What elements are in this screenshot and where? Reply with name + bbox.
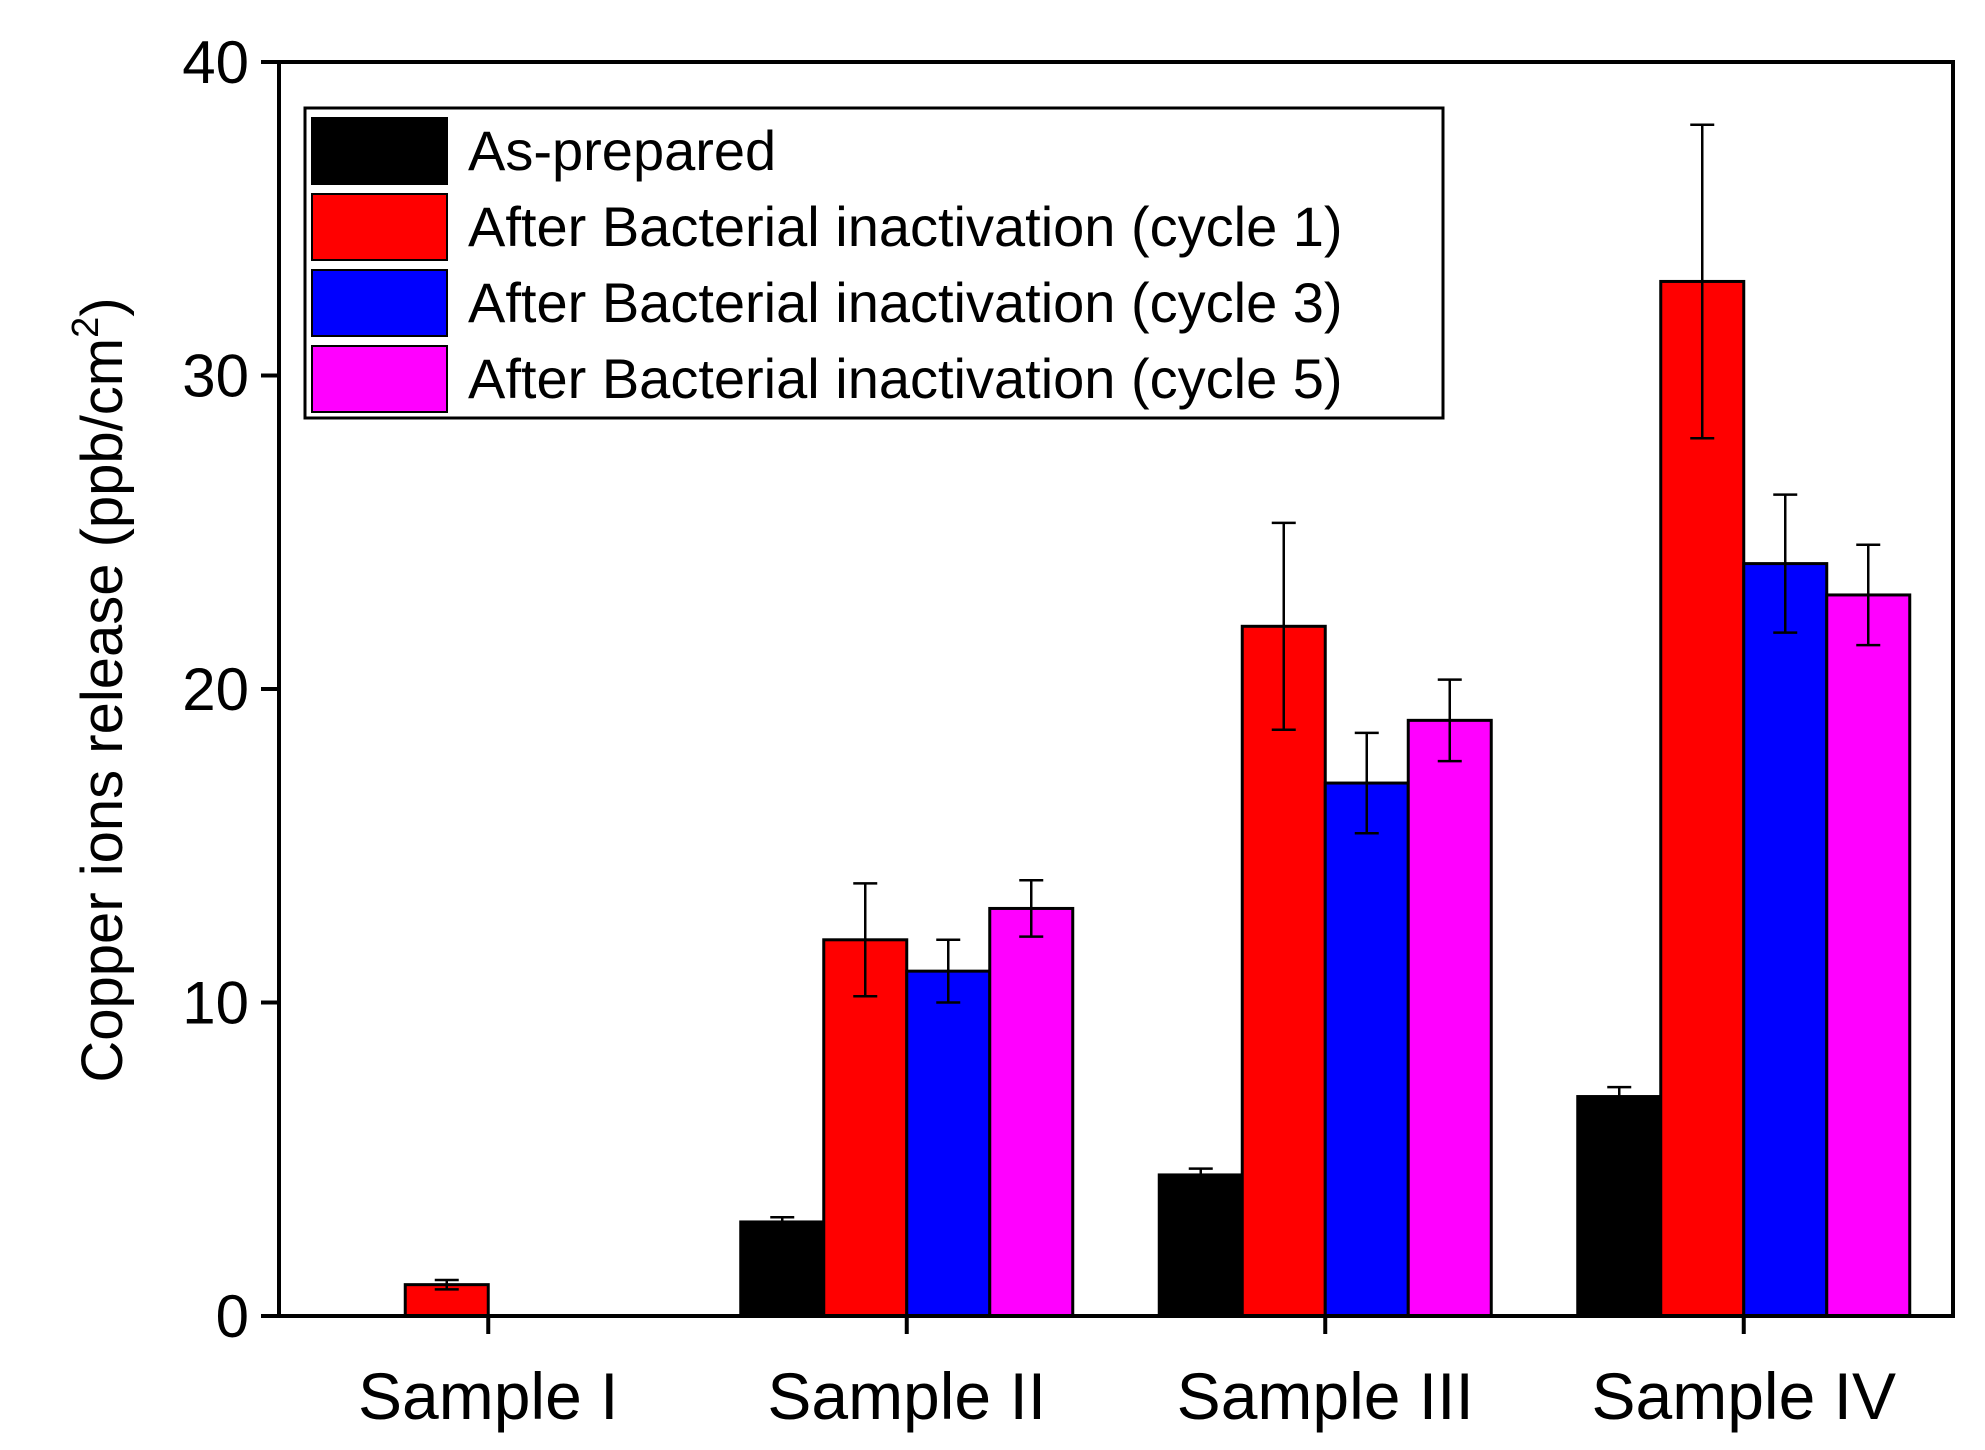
error-bar-after-bacterial-inactivation-cycle-5-sample-ii [1019,878,1044,938]
legend-swatch-cycle-5 [311,345,448,413]
error-bar-as-prepared-sample-ii [770,1215,795,1228]
y-tick-label: 40 [182,29,249,96]
x-tick-label-sample-i: Sample I [358,1359,618,1433]
x-tick-label-sample-iii: Sample III [1177,1359,1474,1433]
bar-as-prepared-sample-iv [1576,1095,1663,1318]
error-bar-after-bacterial-inactivation-cycle-3-sample-ii [936,938,961,1004]
bar-after-bacterial-inactivation-cycle-3-sample-ii [905,969,992,1318]
error-bars-group [434,123,1881,1291]
bar-after-bacterial-inactivation-cycle-5-sample-iv [1825,593,1912,1318]
legend-swatch-cycle-1 [311,193,448,261]
y-axis-title-close: ) [70,297,135,316]
error-bar-after-bacterial-inactivation-cycle-1-sample-iv [1690,123,1715,440]
y-axis-title-superscript: 2 [65,317,107,338]
legend-swatch-cycle-3 [311,269,448,337]
error-bar-after-bacterial-inactivation-cycle-5-sample-iii [1437,678,1462,763]
y-tick-label: 30 [182,343,249,410]
error-bar-as-prepared-sample-iv [1607,1085,1632,1108]
x-axis-ticks: Sample I Sample II Sample III Sample IV [358,1316,1896,1433]
legend-swatch-as-prepared [311,117,448,185]
plot-frame [277,60,1955,1318]
x-tick-label-sample-ii: Sample II [767,1359,1046,1433]
y-axis-title-main: Copper ions release (ppb/cm [70,338,135,1083]
error-bar-after-bacterial-inactivation-cycle-1-sample-iii [1271,521,1296,732]
bar-after-bacterial-inactivation-cycle-3-sample-iii [1323,781,1410,1318]
legend-label-cycle-3: After Bacterial inactivation (cycle 3) [468,271,1343,334]
bar-as-prepared-sample-iii [1157,1173,1244,1318]
legend-frame [303,106,1445,420]
y-axis-title: Copper ions release (ppb/cm2) [65,297,135,1082]
error-bar-after-bacterial-inactivation-cycle-3-sample-iii [1354,731,1379,835]
legend: As-prepared After Bacterial inactivation… [303,106,1445,420]
error-bar-after-bacterial-inactivation-cycle-1-sample-i [434,1278,459,1291]
error-bar-after-bacterial-inactivation-cycle-3-sample-iv [1773,493,1798,634]
error-bar-after-bacterial-inactivation-cycle-5-sample-iv [1856,543,1881,647]
bar-after-bacterial-inactivation-cycle-5-sample-iii [1406,718,1493,1318]
legend-label-cycle-5: After Bacterial inactivation (cycle 5) [468,347,1343,410]
bar-as-prepared-sample-ii [739,1220,826,1318]
error-bar-after-bacterial-inactivation-cycle-1-sample-ii [853,882,878,998]
error-bar-as-prepared-sample-iii [1188,1167,1213,1183]
legend-label-cycle-1: After Bacterial inactivation (cycle 1) [468,195,1343,258]
bar-series-group [403,279,1912,1318]
bar-after-bacterial-inactivation-cycle-5-sample-ii [988,906,1075,1318]
x-tick-label-sample-iv: Sample IV [1592,1359,1896,1433]
y-axis-ticks: 0 10 20 30 40 [182,29,279,1350]
legend-label-as-prepared: As-prepared [468,119,776,182]
y-tick-label: 10 [182,970,249,1037]
y-tick-label: 20 [182,656,249,723]
bar-after-bacterial-inactivation-cycle-3-sample-iv [1742,562,1829,1318]
y-tick-label: 0 [216,1283,249,1350]
